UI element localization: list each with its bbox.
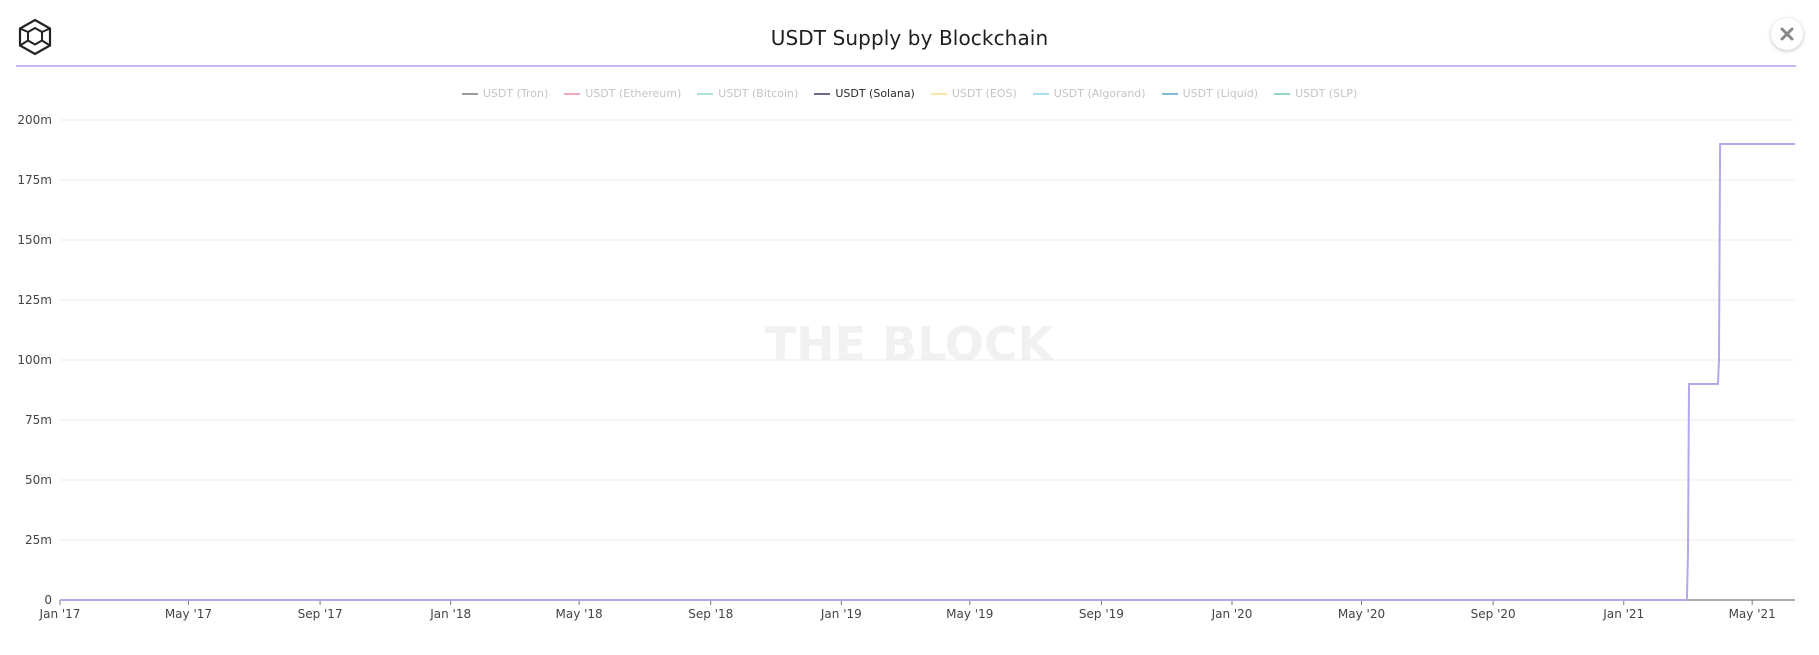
cube-logo-icon <box>16 18 54 56</box>
legend-label: USDT (Liquid) <box>1182 87 1259 100</box>
legend-item[interactable]: USDT (EOS) <box>930 87 1017 100</box>
y-tick-label: 150m <box>17 233 52 247</box>
legend-item[interactable]: USDT (Solana) <box>814 87 915 100</box>
legend-item[interactable]: USDT (Algorand) <box>1032 87 1146 100</box>
y-tick-label: 100m <box>17 353 52 367</box>
x-tick-label: Jan '20 <box>1211 607 1253 621</box>
chart-legend: USDT (Tron) USDT (Ethereum) USDT (Bitcoin)… <box>0 87 1819 100</box>
watermark-text: THE BLOCK <box>765 317 1056 371</box>
x-tick-label: Sep '19 <box>1079 607 1124 621</box>
x-tick-label: May '17 <box>165 607 212 621</box>
y-tick-label: 0 <box>44 593 52 607</box>
y-tick-label: 175m <box>17 173 52 187</box>
legend-label: USDT (SLP) <box>1295 87 1358 100</box>
x-tick-label: Sep '18 <box>688 607 733 621</box>
legend-item[interactable]: USDT (SLP) <box>1274 87 1357 100</box>
legend-swatch <box>930 92 947 95</box>
legend-swatch <box>1274 92 1291 95</box>
close-button[interactable] <box>1771 18 1803 50</box>
legend-item[interactable]: USDT (Ethereum) <box>564 87 681 100</box>
y-tick-label: 125m <box>17 293 52 307</box>
x-tick-label: Sep '17 <box>298 607 343 621</box>
legend-swatch <box>814 92 831 95</box>
legend-item[interactable]: USDT (Bitcoin) <box>697 87 798 100</box>
header-divider <box>16 65 1796 67</box>
x-tick-label: Jan '19 <box>820 607 862 621</box>
y-tick-label: 200m <box>17 113 52 127</box>
x-tick-label: May '21 <box>1729 607 1776 621</box>
x-tick-label: May '19 <box>946 607 993 621</box>
x-tick-label: May '18 <box>556 607 603 621</box>
legend-label: USDT (Ethereum) <box>585 87 682 100</box>
x-tick-label: Jan '17 <box>39 607 81 621</box>
x-tick-label: May '20 <box>1338 607 1385 621</box>
y-tick-label: 50m <box>25 473 52 487</box>
legend-swatch <box>564 92 581 95</box>
legend-swatch <box>461 92 478 95</box>
legend-item[interactable]: USDT (Tron) <box>461 87 549 100</box>
legend-swatch <box>1161 92 1178 95</box>
legend-label: USDT (Bitcoin) <box>718 87 799 100</box>
series-line-solana <box>60 143 1795 601</box>
legend-label: USDT (Tron) <box>482 87 549 100</box>
legend-swatch <box>1032 92 1049 95</box>
y-axis-ticks: 0 25m 50m 75m 100m 125m 150m 175m 200m <box>17 113 52 607</box>
chart-header: USDT Supply by Blockchain <box>0 0 1819 68</box>
y-tick-label: 75m <box>25 413 52 427</box>
grid-layer <box>60 119 1795 601</box>
legend-label: USDT (Algorand) <box>1053 87 1146 100</box>
x-tick-label: Sep '20 <box>1471 607 1516 621</box>
legend-label: USDT (EOS) <box>951 87 1017 100</box>
legend-swatch <box>697 92 714 95</box>
legend-item[interactable]: USDT (Liquid) <box>1161 87 1259 100</box>
y-tick-label: 25m <box>25 533 52 547</box>
x-axis-ticks: Jan '17 May '17 Sep '17 Jan '18 May '18 Sep '… <box>39 600 1776 621</box>
legend-label: USDT (Solana) <box>835 87 915 100</box>
close-icon <box>1780 27 1794 41</box>
x-tick-label: Jan '18 <box>429 607 471 621</box>
x-tick-label: Jan '21 <box>1602 607 1644 621</box>
chart-plot: THE BLOCK 0 25m 50m 75m 100m 125m 150m 175m 200m… <box>17 113 1795 621</box>
series-layer <box>60 143 1795 601</box>
chart-title: USDT Supply by Blockchain <box>770 26 1049 50</box>
